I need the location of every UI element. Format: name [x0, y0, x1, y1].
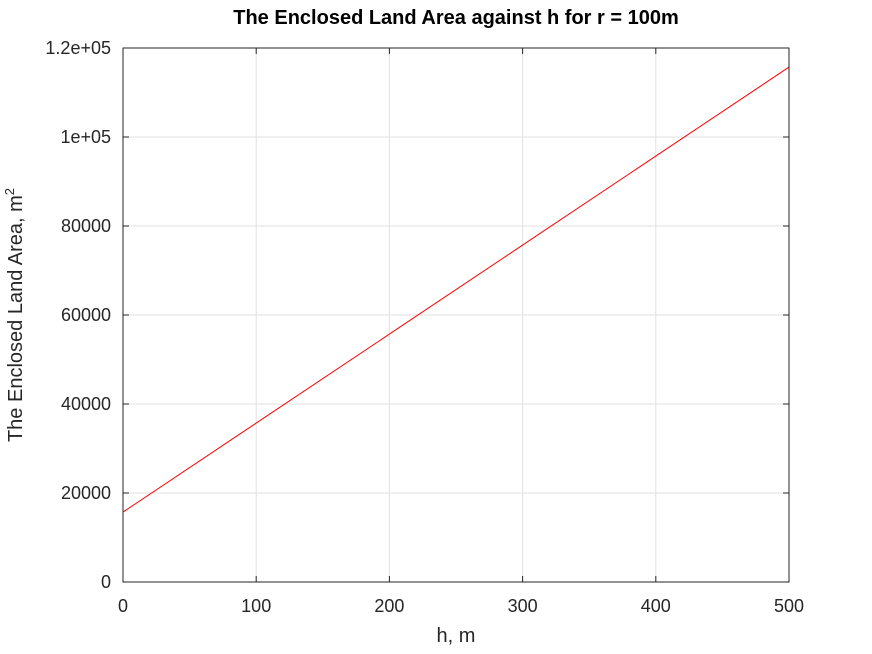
x-tick-label: 400 [641, 596, 671, 616]
y-tick-label: 0 [101, 572, 111, 592]
series-line [122, 66, 790, 513]
ticks: 0 100 200 300 400 500 0 20000 40000 60000 80000 1e+… [45, 38, 804, 616]
y-axis-label: The Enclosed Land Area, m2 [2, 188, 27, 442]
y-tick-label: 40000 [61, 394, 111, 414]
x-tick-label: 200 [374, 596, 404, 616]
y-tick-label: 60000 [61, 305, 111, 325]
chart-title: The Enclosed Land Area against h for r =… [233, 7, 679, 29]
y-axis-label-text: The Enclosed Land Area, m [5, 195, 27, 442]
x-axis-label: h, m [437, 625, 476, 647]
y-tick-label: 1.2e+05 [45, 38, 111, 58]
grid [122, 47, 790, 583]
x-tick-label: 500 [774, 596, 804, 616]
series-layer [122, 66, 790, 513]
y-axis-label-superscript: 2 [2, 188, 17, 195]
y-tick-label: 1e+05 [60, 127, 111, 147]
y-tick-label: 20000 [61, 483, 111, 503]
y-tick-label: 80000 [61, 216, 111, 236]
x-tick-label: 0 [118, 596, 128, 616]
x-tick-label: 100 [241, 596, 271, 616]
x-tick-label: 300 [508, 596, 538, 616]
